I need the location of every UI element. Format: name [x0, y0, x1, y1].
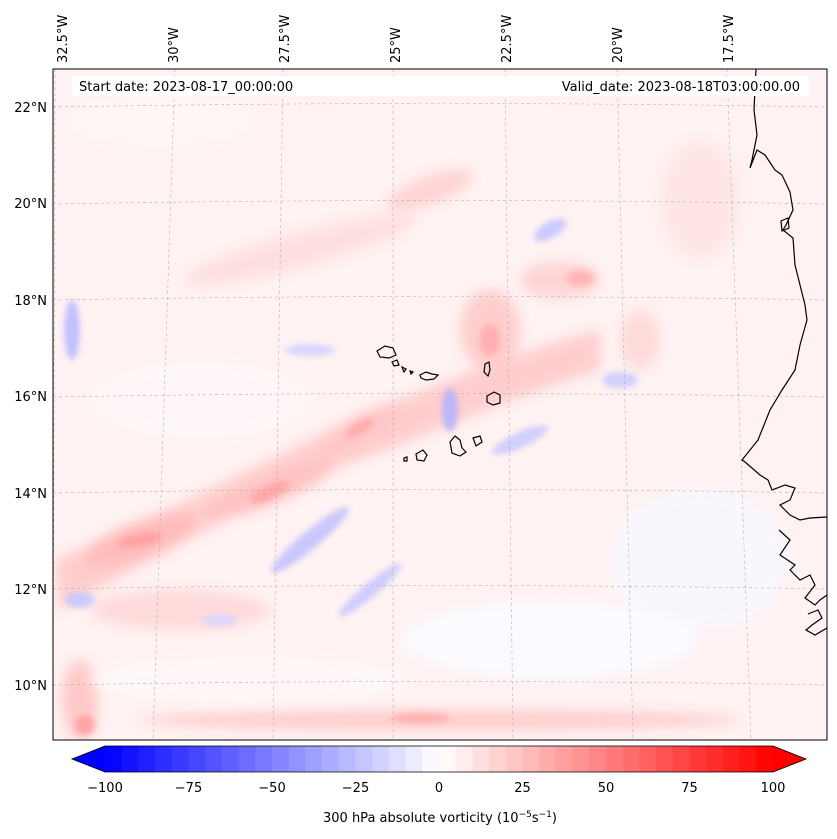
colorbar-cell: [606, 746, 624, 772]
lon-label-27-5w: 27.5°W: [278, 15, 293, 63]
colorbar-cell: [221, 746, 240, 772]
vorticity-field: [55, 90, 790, 740]
lon-label-25w: 25°W: [389, 27, 404, 63]
colorbar-cell: [455, 746, 473, 772]
colorbar-cell: [472, 746, 490, 772]
cape-verde-islands: [376, 345, 501, 462]
colorbar-cell: [138, 746, 156, 772]
colorbar-cell: [255, 746, 273, 772]
lat-label-16n: 16°N: [14, 390, 47, 405]
colorbar-cell: [338, 746, 356, 772]
lat-label-20n: 20°N: [14, 197, 47, 212]
cb-tick-25: 25: [514, 781, 531, 796]
lat-label-10n: 10°N: [14, 679, 47, 694]
latitude-labels: 22°N 20°N 18°N 16°N 14°N 12°N 10°N: [14, 101, 47, 694]
colorbar-cell: [188, 746, 206, 772]
colorbar: −100 −75 −50 −25 0 25 50 75 100 300 hPa …: [70, 745, 808, 826]
longitude-labels: 32.5°W 30°W 27.5°W 25°W 22.5°W 20°W 17.5…: [56, 15, 737, 63]
colorbar-cell: [355, 746, 373, 772]
colorbar-cell: [372, 746, 390, 772]
colorbar-cell: [689, 746, 707, 772]
lat-label-12n: 12°N: [14, 583, 47, 598]
colorbar-cell: [539, 746, 557, 772]
colorbar-cell: [171, 746, 189, 772]
colorbar-cell: [489, 746, 507, 772]
colorbar-cell: [522, 746, 540, 772]
colorbar-cell: [722, 746, 741, 772]
colorbar-cell: [572, 746, 590, 772]
lat-label-18n: 18°N: [14, 294, 47, 309]
header-box: [72, 76, 809, 96]
cb-tick-0: 0: [435, 781, 443, 796]
africa-coastline: [741, 69, 827, 636]
colorbar-cell: [589, 746, 607, 772]
colorbar-cell: [288, 746, 306, 772]
valid-date-label: Valid_date: 2023-08-18T03:00:00.00: [562, 80, 800, 95]
colorbar-cell: [388, 746, 407, 772]
lon-label-17-5w: 17.5°W: [722, 15, 737, 63]
colorbar-cell: [672, 746, 690, 772]
colorbar-cell: [656, 746, 674, 772]
colorbar-ticks: −100 −75 −50 −25 0 25 50 75 100: [87, 781, 785, 796]
lon-label-20w: 20°W: [611, 27, 626, 63]
cb-tick-100: 100: [761, 781, 786, 796]
cb-tick-minus-50: −50: [258, 781, 285, 796]
lon-label-30w: 30°W: [167, 27, 182, 63]
colorbar-cell: [439, 746, 457, 772]
colorbar-cell: [322, 746, 340, 772]
colorbar-cell: [121, 746, 139, 772]
colorbar-cell: [105, 746, 123, 772]
map-frame: [52, 68, 828, 741]
cb-tick-minus-25: −25: [342, 781, 369, 796]
colorbar-cell: [639, 746, 657, 772]
colorbar-cell: [739, 746, 757, 772]
colorbar-cell: [706, 746, 724, 772]
colorbar-cell: [555, 746, 574, 772]
colorbar-cell: [422, 746, 440, 772]
start-date-label: Start date: 2023-08-17_00:00:00: [79, 80, 293, 95]
colorbar-title: 300 hPa absolute vorticity (10−5s−1): [323, 810, 557, 826]
colorbar-cell: [405, 746, 423, 772]
cb-tick-50: 50: [598, 781, 615, 796]
cb-tick-minus-100: −100: [87, 781, 123, 796]
map-panel: [53, 69, 827, 740]
colorbar-min-arrow: [72, 746, 105, 772]
colorbar-cells: [105, 746, 774, 772]
colorbar-outline: [70, 745, 808, 773]
colorbar-cell: [272, 746, 290, 772]
colorbar-max-arrow: [773, 746, 806, 772]
colorbar-cell: [505, 746, 523, 772]
cb-tick-75: 75: [681, 781, 698, 796]
lon-label-32-5w: 32.5°W: [56, 15, 71, 63]
lat-label-14n: 14°N: [14, 487, 47, 502]
colorbar-cell: [155, 746, 173, 772]
colorbar-cell: [622, 746, 640, 772]
lon-label-22-5w: 22.5°W: [500, 15, 515, 63]
cb-tick-minus-75: −75: [175, 781, 202, 796]
colorbar-cell: [305, 746, 323, 772]
gridlines: [53, 69, 827, 740]
lat-label-22n: 22°N: [14, 101, 47, 116]
colorbar-cell: [205, 746, 223, 772]
colorbar-cell: [238, 746, 256, 772]
colorbar-cell: [756, 746, 774, 772]
